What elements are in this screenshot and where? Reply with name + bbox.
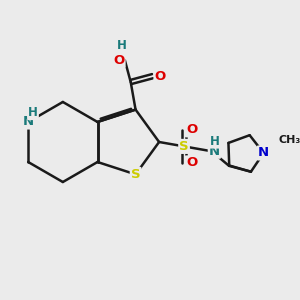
Text: O: O <box>113 54 124 67</box>
Text: H: H <box>117 39 127 52</box>
Text: S: S <box>131 168 140 181</box>
Text: CH₃: CH₃ <box>278 135 300 145</box>
Text: O: O <box>186 156 197 170</box>
Text: H: H <box>209 135 219 148</box>
Text: O: O <box>154 70 166 83</box>
Text: N: N <box>22 116 34 128</box>
Text: O: O <box>186 123 197 136</box>
Text: H: H <box>28 106 38 119</box>
Text: N: N <box>258 146 269 160</box>
Text: N: N <box>209 145 220 158</box>
Text: S: S <box>179 140 189 153</box>
